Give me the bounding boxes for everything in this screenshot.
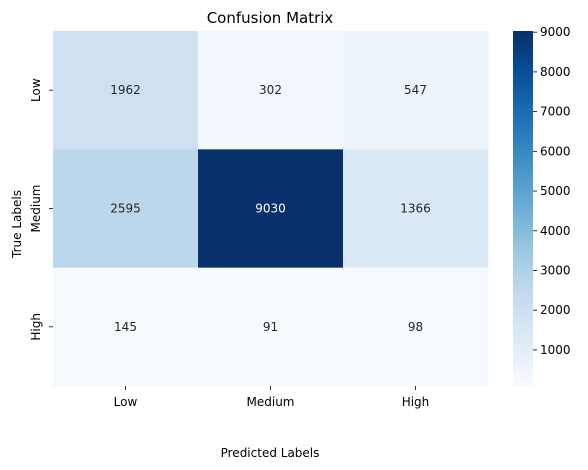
cell-value-label: 98 [408, 320, 423, 334]
heatmap-cell [343, 31, 489, 150]
cell-value-label: 145 [114, 320, 137, 334]
colorbar-tick-label: 9000 [540, 25, 571, 39]
chart-title: Confusion Matrix [207, 9, 334, 27]
y-tick-label: High [29, 313, 43, 341]
heatmap-cell [53, 31, 199, 150]
colorbar-tick-label: 7000 [540, 105, 571, 119]
heatmap-cells: 1962 302 547 2595 9030 1366 145 91 98 [53, 31, 489, 387]
colorbar [513, 31, 533, 386]
x-axis-label: Predicted Labels [221, 446, 320, 460]
heatmap-cell [343, 267, 489, 387]
heatmap-cell [343, 149, 489, 269]
cell-value-label: 1962 [110, 83, 141, 97]
colorbar-tick-label: 8000 [540, 65, 571, 79]
y-axis-label: True Labels [10, 190, 24, 259]
colorbar-ticks: 1000 2000 3000 4000 5000 6000 7000 8000 9000 [533, 25, 571, 357]
x-tick-label: Medium [247, 395, 295, 409]
y-tick-label: Medium [29, 185, 43, 233]
x-tick-label: High [402, 395, 430, 409]
heatmap-cell [198, 31, 344, 150]
colorbar-tick-label: 1000 [540, 343, 571, 357]
colorbar-tick-label: 6000 [540, 144, 571, 158]
cell-value-label: 1366 [400, 202, 431, 216]
y-axis-ticks: Low Medium High [29, 78, 53, 341]
colorbar-tick-label: 4000 [540, 224, 571, 238]
heatmap-cell [53, 267, 199, 387]
colorbar-tick-label: 2000 [540, 303, 571, 317]
heatmap-cell [198, 267, 344, 387]
colorbar-tick-label: 3000 [540, 263, 571, 277]
cell-value-label: 9030 [255, 202, 286, 216]
x-axis-ticks: Low Medium High [114, 386, 430, 409]
heatmap-cell [53, 149, 199, 269]
heatmap-cell [198, 149, 344, 269]
colorbar-tick-label: 5000 [540, 184, 571, 198]
cell-value-label: 91 [263, 320, 278, 334]
cell-value-label: 302 [259, 83, 282, 97]
cell-value-label: 2595 [110, 202, 141, 216]
x-tick-label: Low [114, 395, 138, 409]
y-tick-label: Low [29, 78, 43, 102]
cell-value-label: 547 [404, 83, 427, 97]
